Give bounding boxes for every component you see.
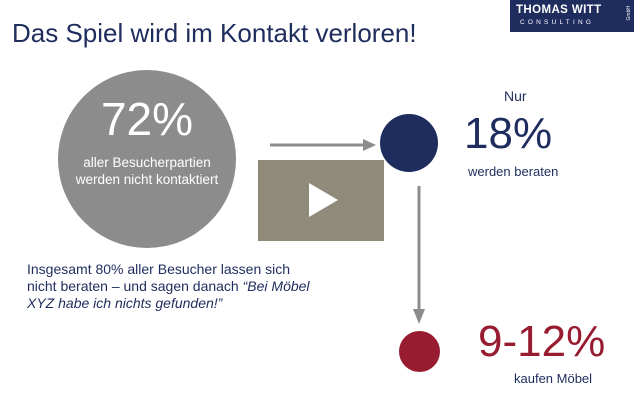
visitors-circle: 72% aller Besucherpartien werden nicht k…	[58, 70, 236, 248]
company-logo: THOMAS WITT CONSULTING GmbH	[510, 0, 634, 32]
buy-circle	[399, 331, 440, 372]
slide-title: Das Spiel wird im Kontakt verloren!	[12, 18, 417, 48]
summary-statement: Insgesamt 80% aller Besucher lassen sich…	[27, 261, 291, 294]
buy-caption: kaufen Möbel	[514, 371, 593, 386]
video-play-button[interactable]	[258, 160, 384, 241]
advised-caption: werden beraten	[468, 164, 559, 179]
summary-text: Insgesamt 80% aller Besucher lassen sich…	[27, 261, 317, 312]
summary-quote: “Bei Möbel XYZ habe ich nichts gefunden!…	[27, 278, 310, 311]
logo-name: THOMAS WITT	[516, 4, 602, 16]
advised-circle	[380, 114, 438, 172]
visitors-percentage: 72%	[100, 93, 194, 145]
advised-percentage: 18%	[464, 109, 553, 158]
right-arrow-icon	[270, 139, 376, 151]
logo-suffix: GmbH	[626, 6, 632, 21]
play-icon	[309, 183, 338, 217]
advised-prefix: Nur	[504, 88, 527, 104]
buy-percentage: 9-12%	[478, 317, 606, 366]
logo-subtitle: CONSULTING	[520, 19, 595, 26]
down-arrow-icon	[413, 186, 425, 324]
visitors-caption: aller Besucherpartien werden nicht konta…	[75, 155, 219, 187]
